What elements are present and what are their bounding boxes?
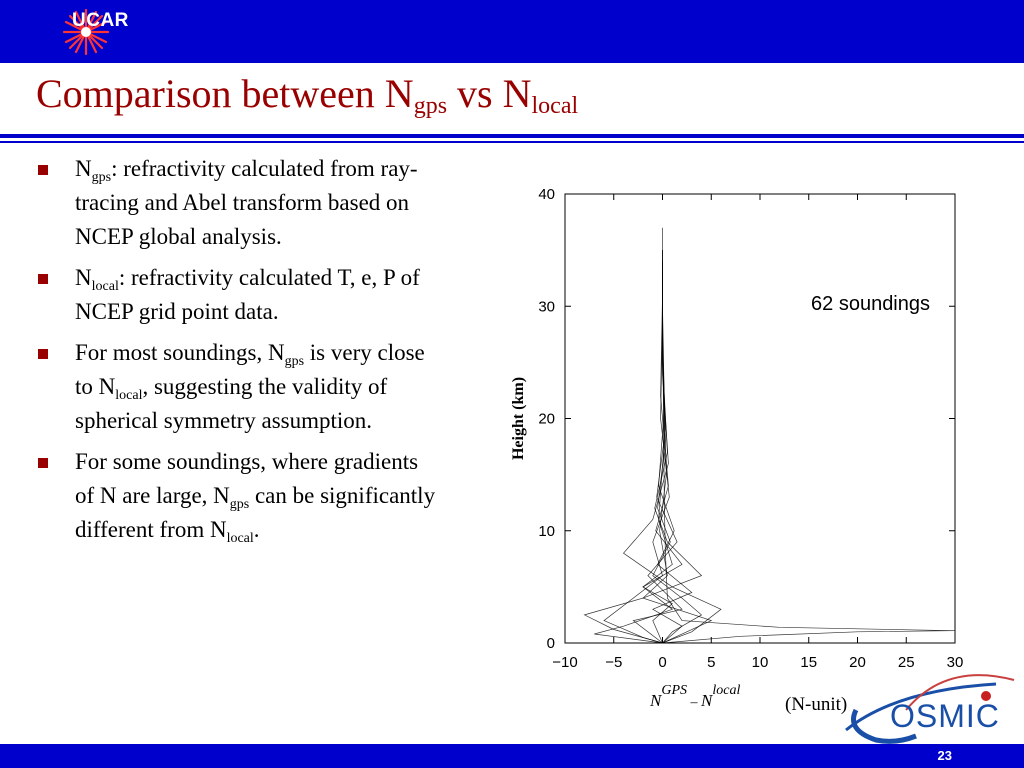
title-rule-thin: [0, 141, 1024, 143]
title-rule-thick: [0, 134, 1024, 138]
x-tick-label: 30: [947, 654, 964, 671]
logo-text: UCAR: [72, 10, 129, 31]
series-line: [662, 250, 956, 644]
page-number: 23: [937, 748, 952, 763]
footer-bar: 23: [0, 744, 1024, 768]
x-axis-unit: (N-unit): [785, 694, 847, 715]
series-line: [652, 306, 693, 644]
bullet-square-icon: [38, 349, 48, 359]
y-tick-label: 10: [538, 523, 555, 540]
x-tick-label: 0: [658, 654, 666, 671]
series-line: [622, 272, 722, 644]
x-tick-label: −10: [552, 654, 577, 671]
annotation-soundings: 62 soundings: [811, 293, 930, 315]
y-tick-label: 40: [538, 186, 555, 203]
series-line: [583, 261, 668, 644]
bullet-item: For most soundings, Ngps is very close t…: [38, 336, 438, 438]
bullet-item: Nlocal: refractivity calculated T, e, P …: [38, 261, 438, 329]
y-axis-label: Height (km): [510, 377, 527, 460]
x-tick-label: −5: [605, 654, 622, 671]
series-line: [641, 261, 713, 644]
header-bar: UCAR: [0, 0, 1024, 63]
cosmic-logo-text: OSMIC: [890, 698, 1000, 734]
x-axis-label: NGPS – Nlocal: [649, 683, 740, 710]
star-burst-icon: [62, 8, 110, 56]
y-tick-label: 0: [547, 635, 555, 652]
y-tick-label: 20: [538, 411, 555, 428]
y-tick-label: 30: [538, 298, 555, 315]
bullet-square-icon: [38, 165, 48, 175]
refractivity-chart: −10 −5 0 5 10 15 20 25 30 0 10 20 30 40 Height (km) 62 …: [510, 186, 964, 715]
x-tick-label: 5: [707, 654, 715, 671]
page-title: Comparison between Ngps vs Nlocal: [36, 71, 579, 119]
bullet-square-icon: [38, 458, 48, 468]
series-line: [642, 294, 683, 644]
cosmic-orbit-logo-icon: [845, 674, 1015, 744]
series-line: [652, 272, 703, 644]
plot-frame: [564, 193, 956, 644]
bullet-item: For some soundings, where gradients of N…: [38, 445, 438, 547]
series-line: [594, 250, 674, 644]
series-line: [632, 227, 683, 644]
x-tick-label: 10: [752, 654, 769, 671]
x-tick-label: 15: [800, 654, 817, 671]
x-tick-label: 20: [849, 654, 866, 671]
bullet-item: Ngps: refractivity calculated from ray-t…: [38, 152, 438, 254]
series-line: [603, 317, 670, 644]
bullet-square-icon: [38, 274, 48, 284]
bullet-list: Ngps: refractivity calculated from ray-t…: [38, 152, 438, 554]
x-tick-label: 25: [898, 654, 915, 671]
